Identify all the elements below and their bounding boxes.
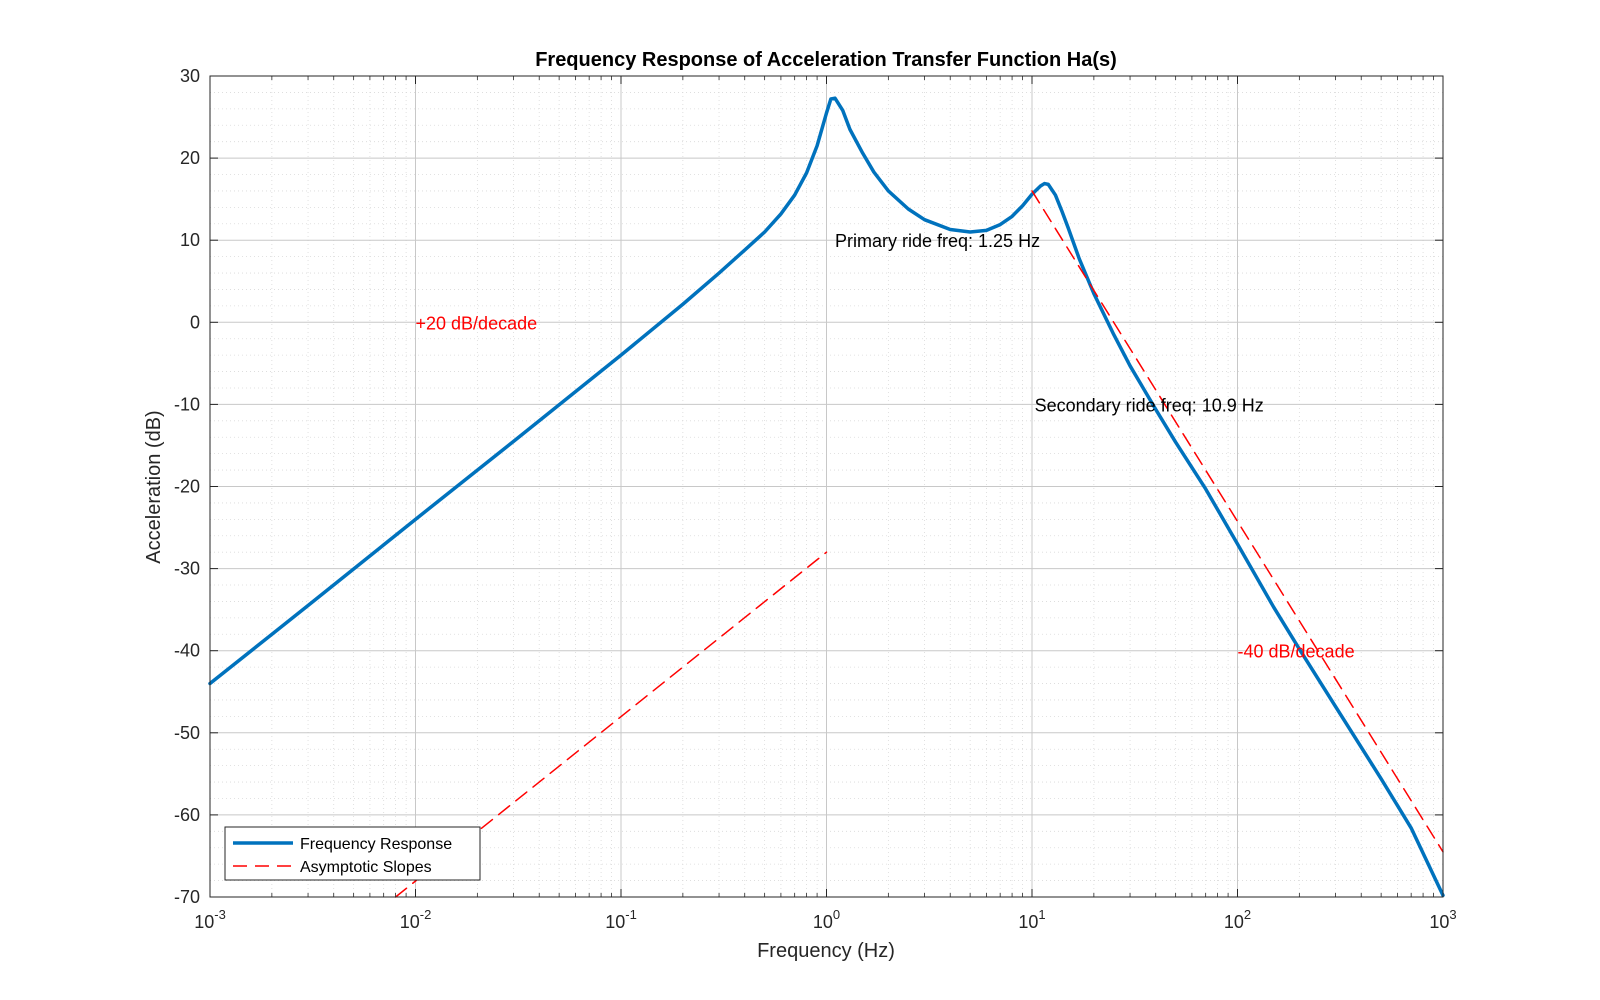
y-tick-label: 10 xyxy=(180,230,200,250)
y-tick-label: -30 xyxy=(174,559,200,579)
x-axis-label: Frequency (Hz) xyxy=(757,940,895,962)
legend: Frequency Response Asymptotic Slopes xyxy=(224,826,481,881)
y-tick-label: -20 xyxy=(174,477,200,497)
y-tick-label: -10 xyxy=(174,394,200,414)
major-grid xyxy=(209,75,1444,898)
legend-label-frequency-response: Frequency Response xyxy=(300,836,452,853)
x-tick-label: 102 xyxy=(1224,907,1251,932)
annotation-label: -40 dB/decade xyxy=(1238,642,1355,662)
chart-title: Frequency Response of Acceleration Trans… xyxy=(535,49,1117,71)
y-tick-label: -40 xyxy=(174,641,200,661)
y-tick-label: 20 xyxy=(180,148,200,168)
x-tick-label: 100 xyxy=(813,907,840,932)
x-tick-label: 101 xyxy=(1018,907,1045,932)
tick-marks xyxy=(209,75,1444,898)
y-tick-labels: 30 20 10 0 -10 -20 -30 -40 -50 -60 -70 xyxy=(174,66,200,907)
annotations: +20 dB/decade -40 dB/decade Primary ride f… xyxy=(416,231,1355,662)
y-tick-label: 30 xyxy=(180,66,200,86)
x-tick-label: 10-2 xyxy=(400,907,432,932)
series-line-frequency-response xyxy=(208,96,1445,898)
x-tick-label: 103 xyxy=(1429,907,1456,932)
series-line-asymptotic-slopes xyxy=(1031,190,1444,853)
y-tick-label: -60 xyxy=(174,805,200,825)
y-tick-label: -50 xyxy=(174,723,200,743)
legend-box xyxy=(224,826,481,881)
annotation-label: Primary ride freq: 1.25 Hz xyxy=(835,231,1040,251)
legend-label-asymptotic-slopes: Asymptotic Slopes xyxy=(300,859,432,876)
y-tick-label: 0 xyxy=(190,312,200,332)
x-tick-label: 10-1 xyxy=(605,907,637,932)
annotation-label: Secondary ride freq: 10.9 Hz xyxy=(1035,395,1264,415)
x-tick-labels: 10-3 10-2 10-1 100 101 102 103 xyxy=(194,907,1456,932)
annotation-label: +20 dB/decade xyxy=(416,313,538,333)
x-tick-label: 10-3 xyxy=(194,907,226,932)
y-tick-label: -70 xyxy=(174,887,200,907)
y-axis-label: Acceleration (dB) xyxy=(143,410,165,563)
